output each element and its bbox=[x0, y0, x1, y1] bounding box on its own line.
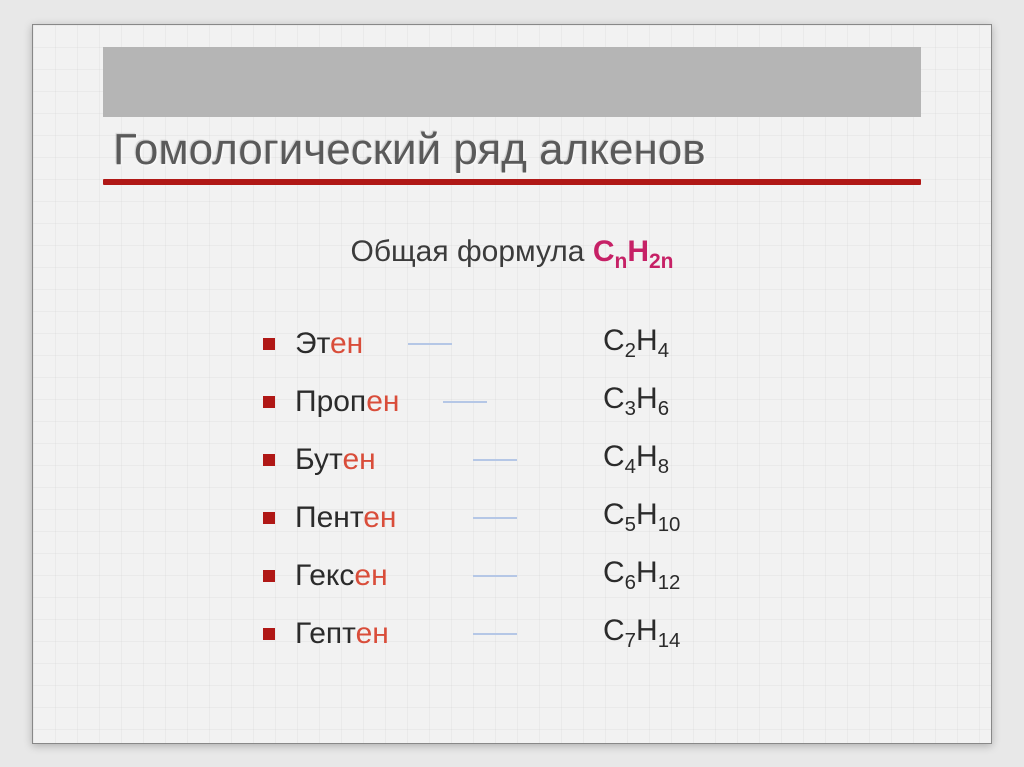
compound-name: Бутен bbox=[295, 443, 376, 477]
h-sub: 14 bbox=[658, 630, 681, 652]
name-root: Бут bbox=[295, 443, 342, 476]
name-suffix: ен bbox=[330, 327, 363, 360]
list-row: Этен C2H4 bbox=[263, 315, 823, 373]
bullet-icon bbox=[263, 396, 275, 408]
molecular-formula: C6H12 bbox=[603, 556, 680, 595]
c-sub: 4 bbox=[625, 456, 636, 478]
list-row: Пропен C3H6 bbox=[263, 373, 823, 431]
h-sub: 6 bbox=[658, 398, 669, 420]
name-suffix: ен bbox=[354, 559, 387, 592]
molecular-formula: C4H8 bbox=[603, 440, 669, 479]
h-sub: 8 bbox=[658, 456, 669, 478]
list-row: Гептен C7H14 bbox=[263, 605, 823, 663]
name-suffix: ен bbox=[366, 385, 399, 418]
name-suffix: ен bbox=[363, 501, 396, 534]
name-root: Эт bbox=[295, 327, 330, 360]
c-sub: 5 bbox=[625, 514, 636, 536]
name-root: Проп bbox=[295, 385, 366, 418]
slide: Гомологический ряд алкенов Общая формула… bbox=[32, 24, 992, 744]
h-sub: 10 bbox=[658, 514, 681, 536]
title-band bbox=[103, 47, 921, 117]
c-sub: 6 bbox=[625, 572, 636, 594]
bullet-icon bbox=[263, 454, 275, 466]
c-sub: 7 bbox=[625, 630, 636, 652]
name-root: Пент bbox=[295, 501, 363, 534]
bullet-icon bbox=[263, 570, 275, 582]
general-formula: CnH2n bbox=[593, 235, 674, 268]
slide-title: Гомологический ряд алкенов bbox=[103, 121, 716, 183]
compound-name: Пропен bbox=[295, 385, 399, 419]
molecular-formula: C5H10 bbox=[603, 498, 680, 537]
connector-dash bbox=[473, 459, 517, 461]
connector-dash bbox=[443, 401, 487, 403]
molecular-formula: C7H14 bbox=[603, 614, 680, 653]
name-suffix: ен bbox=[342, 443, 375, 476]
compound-name: Пентен bbox=[295, 501, 396, 535]
list-row: Гексен C6H12 bbox=[263, 547, 823, 605]
name-suffix: ен bbox=[356, 617, 389, 650]
homolog-list: ЭтенC2H4ПропенC3H6БутенC4H8ПентенC5H10Ге… bbox=[263, 315, 823, 663]
bullet-icon bbox=[263, 338, 275, 350]
list-row: Пентен C5H10 bbox=[263, 489, 823, 547]
name-root: Гекс bbox=[295, 559, 354, 592]
molecular-formula: C3H6 bbox=[603, 382, 669, 421]
name-root: Гепт bbox=[295, 617, 356, 650]
molecular-formula: C2H4 bbox=[603, 324, 669, 363]
bullet-icon bbox=[263, 512, 275, 524]
connector-dash bbox=[473, 633, 517, 635]
h-sub: 12 bbox=[658, 572, 681, 594]
connector-dash bbox=[473, 517, 517, 519]
connector-dash bbox=[473, 575, 517, 577]
compound-name: Гептен bbox=[295, 617, 389, 651]
accent-underline bbox=[103, 179, 921, 185]
c-sub: 3 bbox=[625, 398, 636, 420]
compound-name: Этен bbox=[295, 327, 363, 361]
list-row: Бутен C4H8 bbox=[263, 431, 823, 489]
compound-name: Гексен bbox=[295, 559, 388, 593]
bullet-icon bbox=[263, 628, 275, 640]
h-sub: 4 bbox=[658, 340, 669, 362]
general-formula-row: Общая формула CnH2n bbox=[33, 235, 991, 274]
subtitle-prefix: Общая формула bbox=[350, 235, 592, 268]
title-row: Гомологический ряд алкенов bbox=[103, 121, 921, 183]
c-sub: 2 bbox=[625, 340, 636, 362]
connector-dash bbox=[408, 343, 452, 345]
